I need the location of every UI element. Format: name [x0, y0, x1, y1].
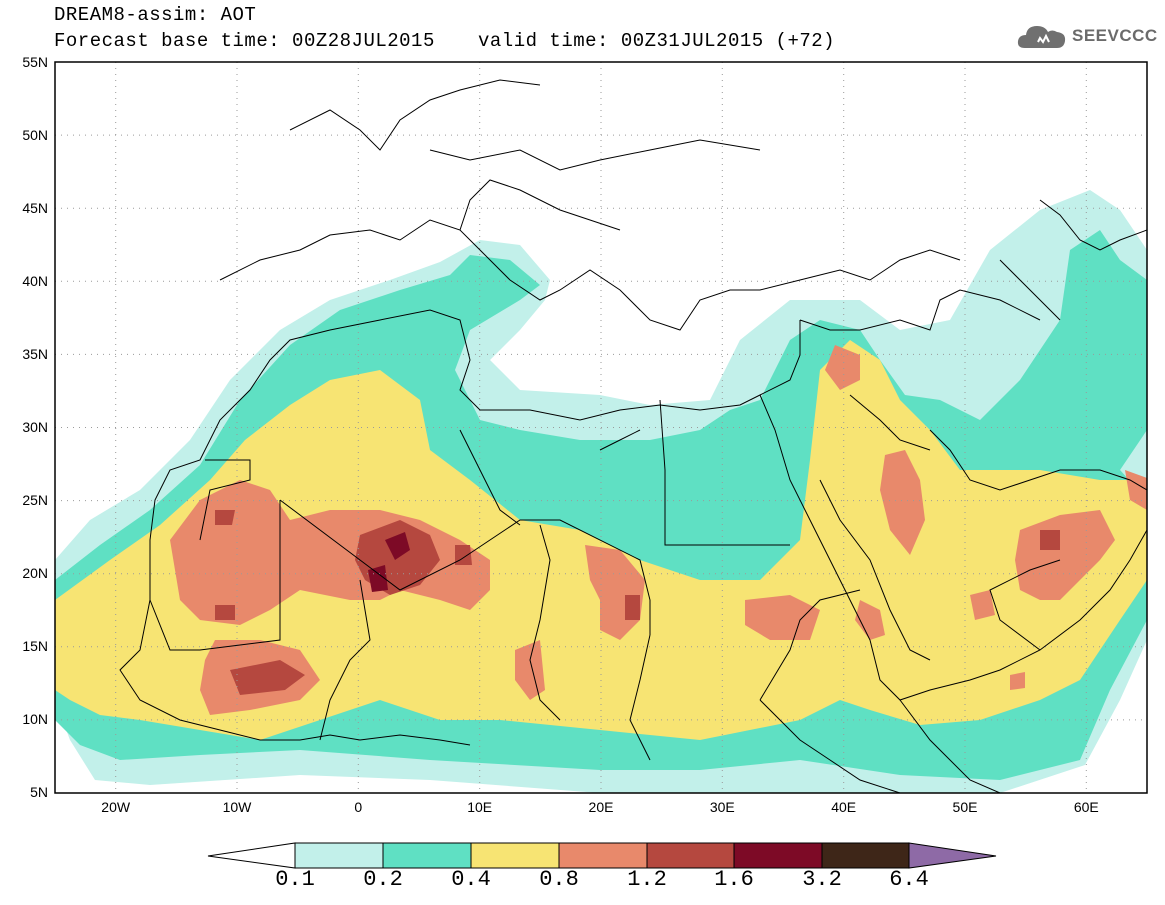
lat-label: 10N [22, 711, 48, 727]
aot-field [55, 62, 1147, 793]
plot-title: DREAM8-assim: AOT [54, 4, 257, 26]
colorbar-label: 0.4 [451, 867, 491, 892]
colorbar-swatch [470, 842, 560, 869]
colorbar-swatch [733, 842, 823, 869]
colorbar-high-arrow [908, 842, 997, 869]
colorbar-label: 0.2 [363, 867, 403, 892]
colorbar [207, 842, 997, 869]
lon-label: 60E [1074, 799, 1099, 815]
lat-label: 50N [22, 127, 48, 143]
lon-label: 20W [101, 799, 131, 815]
colorbar-swatch [821, 842, 910, 869]
colorbar-label: 0.1 [275, 867, 315, 892]
lon-label: 30E [710, 799, 735, 815]
colorbar-label: 1.6 [714, 867, 754, 892]
lon-label: 40E [831, 799, 856, 815]
lat-label: 25N [22, 492, 48, 508]
base-time-text: Forecast base time: 00Z28JUL2015 [54, 30, 435, 52]
aot-band-0.4 [55, 340, 1147, 740]
lon-label: 10W [223, 799, 253, 815]
coastlines-borders [119, 79, 1147, 793]
lon-label: 0 [354, 799, 362, 815]
lat-label: 30N [22, 419, 48, 435]
lat-label: 40N [22, 273, 48, 289]
colorbar-swatch [558, 842, 648, 869]
cloud-icon [1017, 26, 1066, 48]
map-frame [54, 61, 1148, 794]
lat-label: 45N [22, 200, 48, 216]
colorbar-swatch [646, 842, 735, 869]
colorbar-low-arrow [207, 842, 296, 869]
colorbar-label: 1.2 [627, 867, 667, 892]
colorbar-label: 0.8 [539, 867, 579, 892]
lat-label: 35N [22, 346, 48, 362]
colorbar-swatch [294, 842, 384, 869]
colorbar-label: 3.2 [802, 867, 842, 892]
logo-text: SEEVCCC [1072, 26, 1158, 45]
valid-time-text: valid time: 00Z31JUL2015 (+72) [478, 30, 836, 52]
forecast-base-time: Forecast base time: 00Z28JUL2015 valid ti… [54, 30, 835, 52]
aot-band-1.6 [368, 532, 410, 592]
lon-label: 50E [953, 799, 978, 815]
lat-label: 15N [22, 638, 48, 654]
colorbar-label: 6.4 [889, 867, 929, 892]
seevccc-logo: SEEVCCC [1016, 22, 1158, 50]
lat-label: 55N [22, 54, 48, 70]
graticule [55, 62, 1147, 793]
lon-label: 10E [467, 799, 492, 815]
lon-label: 20E [589, 799, 614, 815]
lat-label: 20N [22, 565, 48, 581]
lat-label: 5N [30, 784, 48, 800]
colorbar-swatch [382, 842, 472, 869]
